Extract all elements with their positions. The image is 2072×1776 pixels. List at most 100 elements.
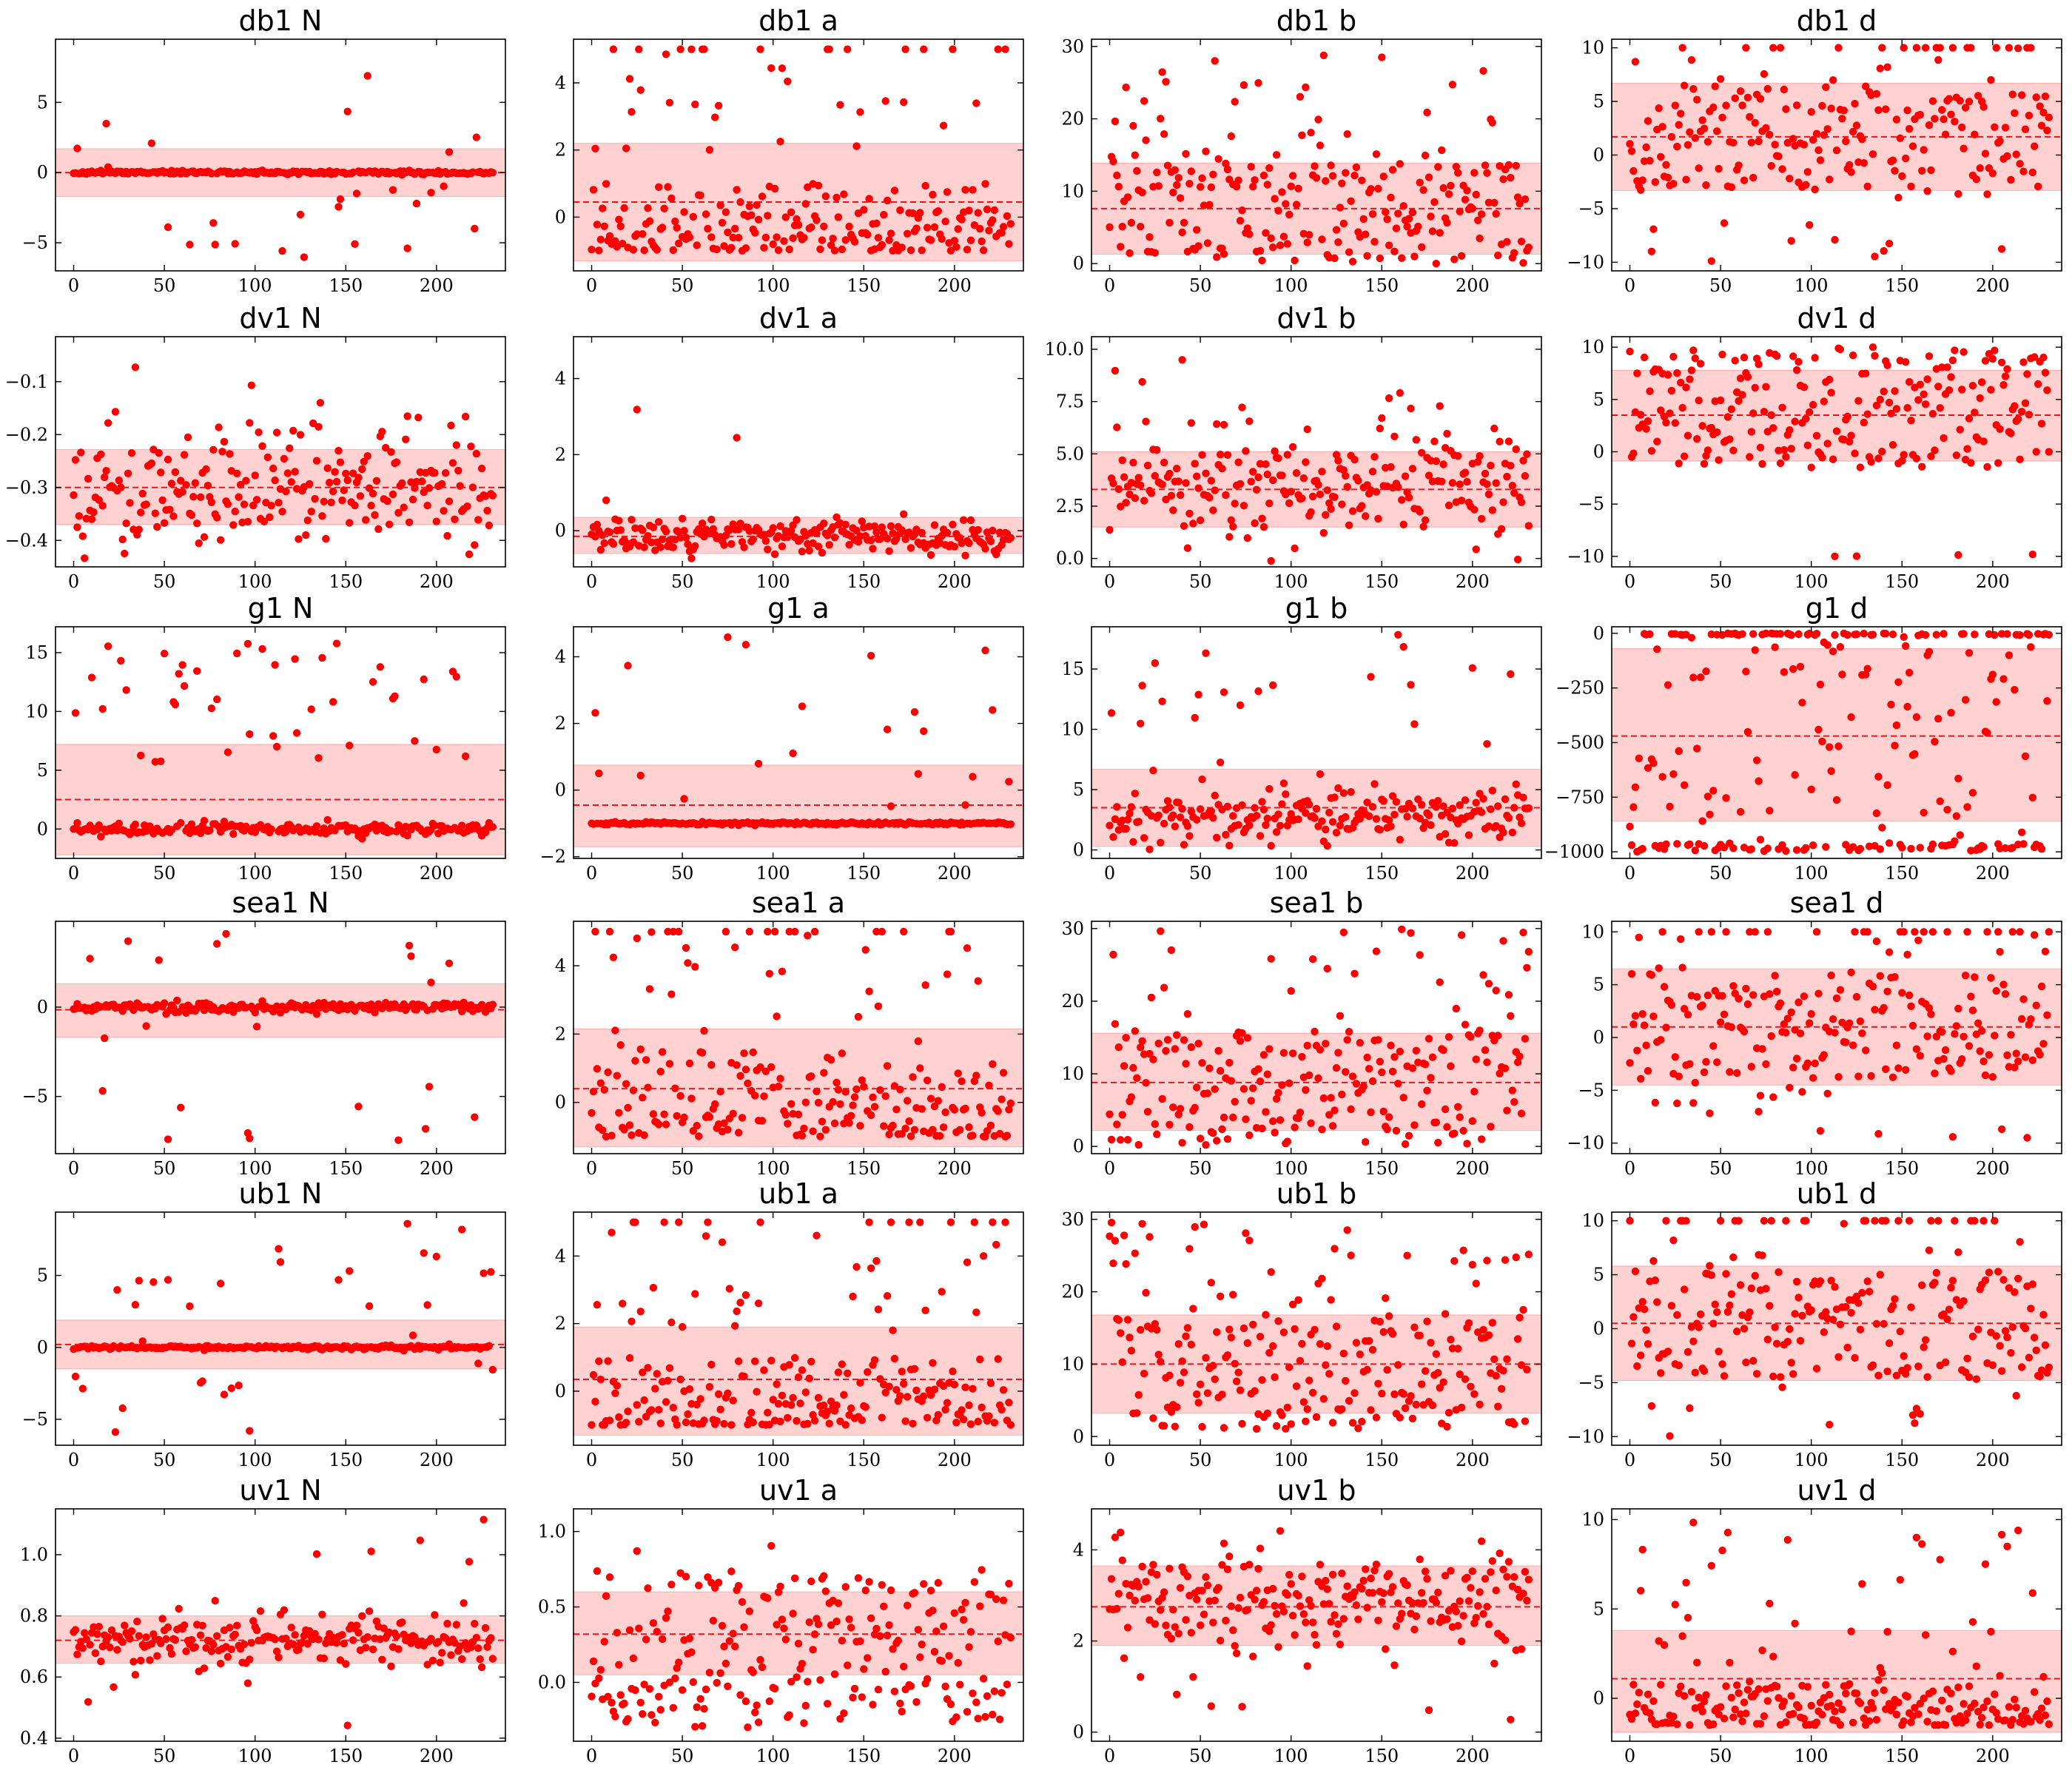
scatter-point <box>1287 987 1295 995</box>
scatter-point <box>445 959 454 968</box>
scatter-point <box>1496 162 1504 170</box>
scatter-point <box>1836 345 1845 354</box>
scatter-point <box>629 538 638 546</box>
scatter-point <box>213 695 221 704</box>
scatter-point <box>1521 1035 1530 1043</box>
scatter-point <box>2007 1031 2015 1039</box>
scatter-point <box>1738 101 1746 110</box>
scatter-point <box>131 1301 140 1309</box>
scatter-point <box>636 1308 645 1316</box>
scatter-point <box>1516 1314 1524 1322</box>
scatter-point <box>1791 1026 1799 1034</box>
scatter-point <box>724 1389 732 1398</box>
scatter-point <box>1461 468 1470 477</box>
scatter-point <box>431 468 439 477</box>
scatter-point <box>1339 219 1348 228</box>
subplot-title: ub1 b <box>1276 1177 1357 1210</box>
scatter-point <box>1891 973 1899 981</box>
scatter-point <box>1225 841 1234 850</box>
scatter-point <box>195 539 203 548</box>
scatter-point <box>1388 792 1397 800</box>
scatter-point <box>1806 221 1814 229</box>
scatter-point <box>101 473 109 482</box>
y-tick-label: 15 <box>1061 659 1084 679</box>
scatter-point <box>608 1131 616 1140</box>
point-series <box>70 929 497 1145</box>
scatter-point <box>741 641 750 649</box>
scatter-point <box>178 488 186 496</box>
x-tick-label: 100 <box>756 275 790 296</box>
scatter-point <box>662 1120 670 1128</box>
scatter-point <box>1243 534 1252 542</box>
scatter-point <box>196 493 205 501</box>
scatter-point <box>985 226 993 235</box>
scatter-point <box>1214 155 1222 163</box>
scatter-point <box>362 516 370 524</box>
scatter-point <box>1113 423 1121 431</box>
scatter-point <box>596 1079 605 1087</box>
scatter-point <box>1980 103 1988 111</box>
scatter-point <box>1347 1251 1355 1259</box>
scatter-point <box>343 476 352 485</box>
scatter-point <box>1238 1419 1246 1428</box>
scatter-point <box>1348 1419 1357 1427</box>
scatter-point <box>1499 175 1507 184</box>
scatter-point <box>633 230 641 238</box>
scatter-point <box>1447 1336 1455 1344</box>
scatter-point <box>825 45 833 53</box>
scatter-point <box>1240 1085 1248 1093</box>
scatter-point <box>841 1088 850 1096</box>
scatter-point <box>1479 971 1487 979</box>
scatter-point <box>1194 484 1202 492</box>
scatter-point <box>1503 238 1511 246</box>
scatter-point <box>1193 1083 1201 1092</box>
scatter-point <box>1814 989 1823 998</box>
scatter-point <box>1497 525 1506 533</box>
axes-frame <box>1091 336 1542 568</box>
scatter-point <box>1396 388 1405 397</box>
scatter-point <box>1236 217 1245 225</box>
scatter-point <box>845 540 853 549</box>
scatter-point <box>1427 821 1435 830</box>
scatter-point <box>118 1404 127 1413</box>
scatter-point <box>1459 1126 1467 1135</box>
scatter-point <box>929 190 937 199</box>
x-tick-label: 50 <box>153 1450 176 1470</box>
y-tick-label: −0.3 <box>5 477 48 498</box>
scatter-point <box>756 1218 764 1226</box>
scatter-point <box>600 222 608 230</box>
y-tick-label: 5 <box>1593 975 1604 995</box>
y-tick-label: −0.1 <box>5 371 48 392</box>
scatter-point <box>1820 397 1828 406</box>
scatter-point <box>787 208 796 216</box>
scatter-point <box>1798 699 1806 707</box>
axes-frame <box>573 336 1024 568</box>
scatter-point <box>1434 1138 1442 1147</box>
scatter-point <box>1299 1398 1308 1406</box>
scatter-point <box>787 1401 796 1409</box>
point-series <box>588 927 1015 1141</box>
scatter-point <box>1153 445 1161 454</box>
scatter-point <box>1138 188 1146 197</box>
scatter-point <box>1258 1124 1266 1133</box>
scatter-point <box>1980 437 1988 445</box>
scatter-point <box>785 1361 793 1369</box>
scatter-point <box>1367 673 1375 681</box>
x-tick-label: 100 <box>1794 275 1829 296</box>
scatter-point <box>1675 747 1683 756</box>
scatter-point <box>906 1132 915 1140</box>
scatter-point <box>1796 1029 1805 1037</box>
scatter-point <box>73 144 81 152</box>
scatter-point <box>682 944 690 952</box>
scatter-point <box>1338 1090 1346 1099</box>
scatter-point <box>829 1097 837 1106</box>
scatter-point <box>448 459 457 467</box>
scatter-point <box>978 1403 986 1412</box>
scatter-point <box>740 1049 748 1057</box>
scatter-point <box>1390 810 1399 819</box>
scatter-point <box>778 967 787 976</box>
scatter-point <box>1490 1355 1498 1364</box>
scatter-point <box>1476 452 1484 460</box>
